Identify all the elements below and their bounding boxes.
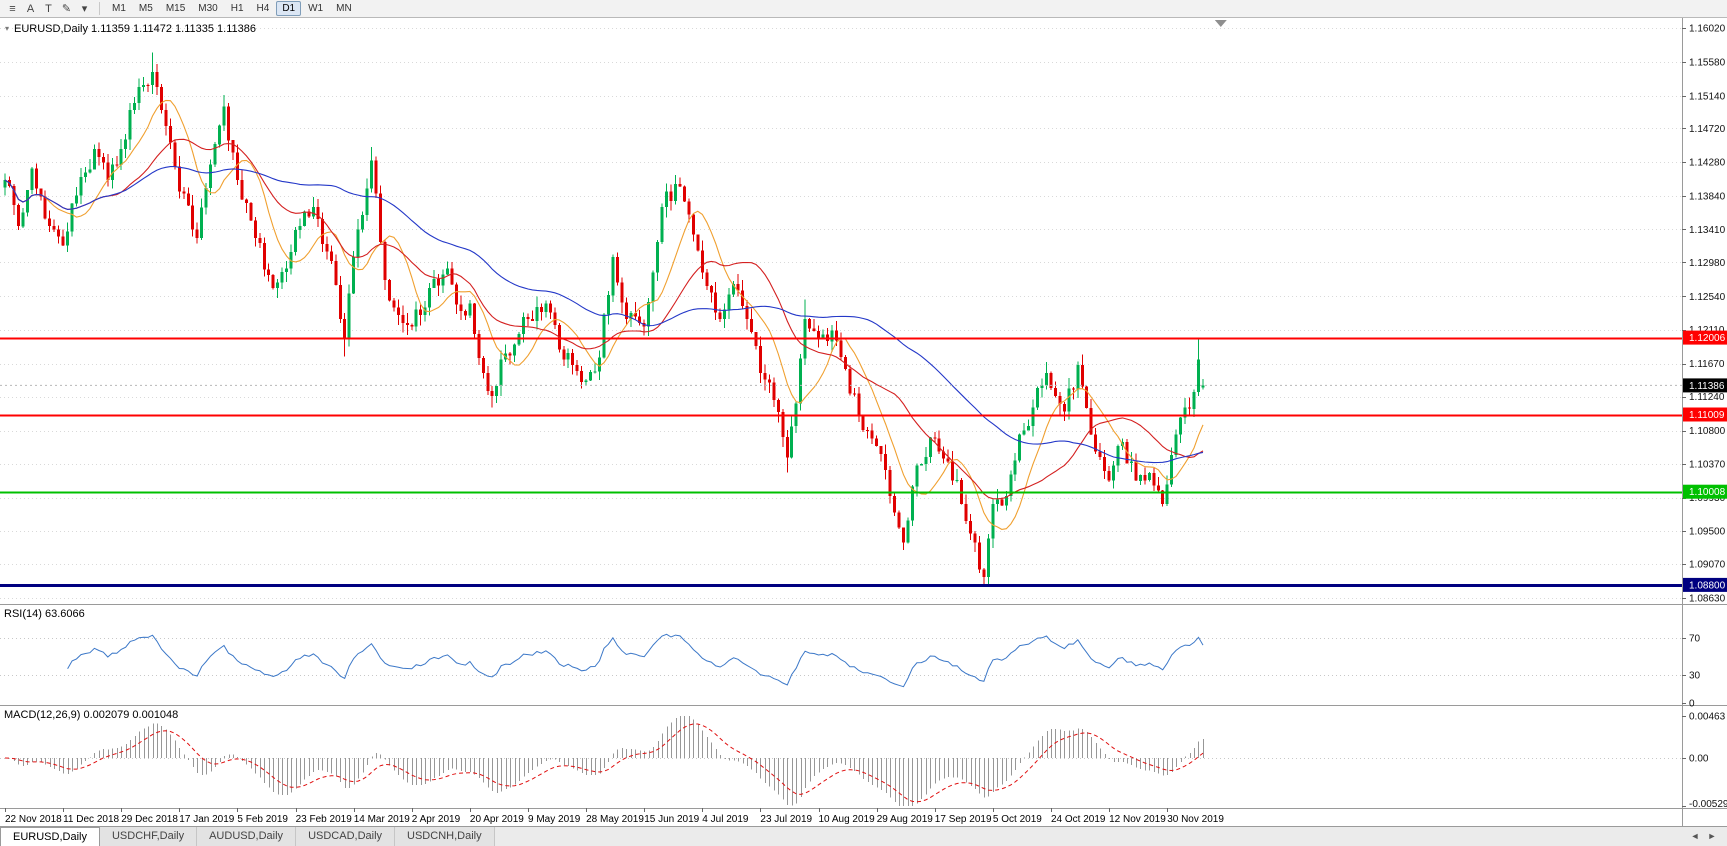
svg-text:17 Sep 2019: 17 Sep 2019	[935, 814, 992, 825]
tab-scroll-right-icon[interactable]: ►	[1707, 831, 1717, 841]
timeframe-button-m15[interactable]: M15	[165, 3, 186, 14]
svg-text:-0.005295: -0.005295	[1689, 799, 1727, 810]
macd-signal-line	[4, 723, 1204, 803]
svg-text:1.10370: 1.10370	[1689, 459, 1726, 470]
symbol-tab-usdcnh-daily[interactable]: USDCNH,Daily	[395, 827, 495, 846]
svg-text:1.13840: 1.13840	[1689, 192, 1726, 203]
svg-text:1.09070: 1.09070	[1689, 560, 1726, 571]
macd-histogram	[9, 716, 1204, 806]
chart-list-icon[interactable]: ≡	[9, 2, 16, 15]
symbol-tab-eurusd-daily[interactable]: EURUSD,Daily	[0, 827, 100, 846]
svg-text:1.12980: 1.12980	[1689, 258, 1726, 269]
svg-text:1.09500: 1.09500	[1689, 526, 1726, 537]
timeframe-button-m1[interactable]: M1	[112, 3, 126, 14]
svg-text:15 Jun 2019: 15 Jun 2019	[644, 814, 699, 825]
timeframe-button-h4[interactable]: H4	[256, 3, 270, 14]
draw-tool-icon[interactable]: ✎	[61, 3, 72, 15]
svg-text:1.15140: 1.15140	[1689, 91, 1726, 102]
ma-medium-line	[4, 138, 1204, 500]
macd-panel: MACD(12,26,9) 0.002079 0.001048 0.00463 0.…	[0, 709, 1727, 810]
svg-text:14 Mar 2019: 14 Mar 2019	[354, 814, 411, 825]
svg-text:28 May 2019: 28 May 2019	[586, 814, 644, 825]
chart-title: ▾ EURUSD,Daily 1.11359 1.11472 1.11335 1…	[5, 23, 256, 35]
timeframe-button-w1[interactable]: W1	[308, 3, 324, 14]
timeframe-button-m30[interactable]: M30	[198, 3, 218, 14]
symbol-tab-audusd-daily[interactable]: AUDUSD,Daily	[197, 827, 297, 846]
cursor-tool-icon[interactable]: A	[26, 2, 35, 15]
svg-text:22 Nov 2018: 22 Nov 2018	[5, 814, 62, 825]
svg-text:1.15580: 1.15580	[1689, 57, 1726, 68]
svg-text:2 Apr 2019: 2 Apr 2019	[412, 814, 461, 825]
symbol-tab-usdcad-daily[interactable]: USDCAD,Daily	[296, 827, 396, 846]
svg-text:1.11670: 1.11670	[1689, 359, 1725, 370]
svg-text:RSI(14) 63.6066: RSI(14) 63.6066	[4, 608, 85, 620]
ma-slow-line	[4, 166, 1204, 464]
svg-text:10 Aug 2019: 10 Aug 2019	[819, 814, 876, 825]
draw-tool-dropdown-icon[interactable]: ▾	[81, 3, 88, 15]
svg-text:70: 70	[1689, 633, 1701, 644]
toolbar-separator	[99, 2, 100, 15]
svg-text:12 Nov 2019: 12 Nov 2019	[1109, 814, 1166, 825]
svg-text:1.10800: 1.10800	[1689, 426, 1726, 437]
toolbar: ≡ A T ✎ ▾ M1 M5 M15 M30 H1 H4 D1 W1 MN	[0, 0, 1727, 18]
svg-text:1.08630: 1.08630	[1689, 594, 1726, 605]
ma-fast-line	[4, 99, 1204, 530]
svg-text:9 May 2019: 9 May 2019	[528, 814, 581, 825]
svg-text:1.11386: 1.11386	[1689, 381, 1725, 392]
svg-text:30 Nov 2019: 30 Nov 2019	[1167, 814, 1224, 825]
tab-scroll-arrows: ◄ ►	[1680, 826, 1727, 846]
svg-text:0: 0	[1689, 699, 1695, 710]
svg-text:17 Jan 2019: 17 Jan 2019	[179, 814, 234, 825]
svg-text:MACD(12,26,9) 0.002079 0.00104: MACD(12,26,9) 0.002079 0.001048	[4, 709, 178, 721]
svg-text:0.00: 0.00	[1689, 754, 1709, 765]
svg-text:1.12540: 1.12540	[1689, 292, 1726, 303]
timeframe-button-d1[interactable]: D1	[276, 1, 302, 16]
svg-text:11 Dec 2018: 11 Dec 2018	[63, 814, 119, 825]
svg-text:1.08800: 1.08800	[1689, 580, 1726, 591]
chart-menu-arrow-icon[interactable]: ▾	[5, 24, 10, 33]
svg-text:1.14720: 1.14720	[1689, 124, 1726, 135]
svg-text:1.14280: 1.14280	[1689, 158, 1726, 169]
svg-text:1.16020: 1.16020	[1689, 24, 1726, 35]
price-grid	[0, 28, 1682, 599]
svg-text:20 Apr 2019: 20 Apr 2019	[470, 814, 524, 825]
svg-text:29 Aug 2019: 29 Aug 2019	[877, 814, 934, 825]
symbol-tab-usdchf-daily[interactable]: USDCHF,Daily	[99, 827, 198, 846]
svg-text:1.11009: 1.11009	[1689, 410, 1725, 421]
price-axis[interactable]: 1.16020 1.15580 1.15140 1.14720 1.14280 1.138…	[1682, 24, 1726, 605]
svg-text:5 Oct 2019: 5 Oct 2019	[993, 814, 1042, 825]
svg-text:29 Dec 2018: 29 Dec 2018	[121, 814, 178, 825]
horizontal-level-lines[interactable]	[0, 337, 1682, 587]
svg-text:1.13410: 1.13410	[1689, 225, 1726, 236]
svg-text:30: 30	[1689, 671, 1701, 682]
chart-shift-marker-icon[interactable]	[1214, 20, 1227, 27]
svg-text:23 Feb 2019: 23 Feb 2019	[296, 814, 353, 825]
svg-text:5 Feb 2019: 5 Feb 2019	[237, 814, 288, 825]
svg-text:23 Jul 2019: 23 Jul 2019	[760, 814, 812, 825]
price-tags: 1.12006 1.11009 1.10008 1.08800 1.11386	[1683, 330, 1727, 592]
chart-tab-bar: EURUSD,Daily USDCHF,Daily AUDUSD,Daily USDC…	[0, 826, 1727, 846]
svg-text:1.10008: 1.10008	[1689, 487, 1726, 498]
svg-text:1.11240: 1.11240	[1689, 392, 1725, 403]
timeframe-button-m5[interactable]: M5	[138, 3, 153, 14]
svg-text:0.00463: 0.00463	[1689, 712, 1726, 723]
tab-scroll-left-icon[interactable]: ◄	[1690, 831, 1700, 841]
candles	[3, 52, 1205, 586]
rsi-panel: RSI(14) 63.6066 70 30 0	[0, 608, 1701, 710]
timeframe-button-mn[interactable]: MN	[336, 3, 352, 14]
svg-text:1.12006: 1.12006	[1689, 333, 1726, 344]
panel-separators	[0, 18, 1727, 826]
svg-text:24 Oct 2019: 24 Oct 2019	[1051, 814, 1106, 825]
chart-ohlc-title: EURUSD,Daily 1.11359 1.11472 1.11335 1.1…	[14, 23, 256, 35]
svg-text:4 Jul 2019: 4 Jul 2019	[702, 814, 749, 825]
timeframe-button-h1[interactable]: H1	[230, 3, 244, 14]
text-tool-icon[interactable]: T	[45, 2, 52, 15]
time-axis[interactable]: 22 Nov 2018 11 Dec 2018 29 Dec 2018 17 Jan …	[5, 808, 1224, 825]
